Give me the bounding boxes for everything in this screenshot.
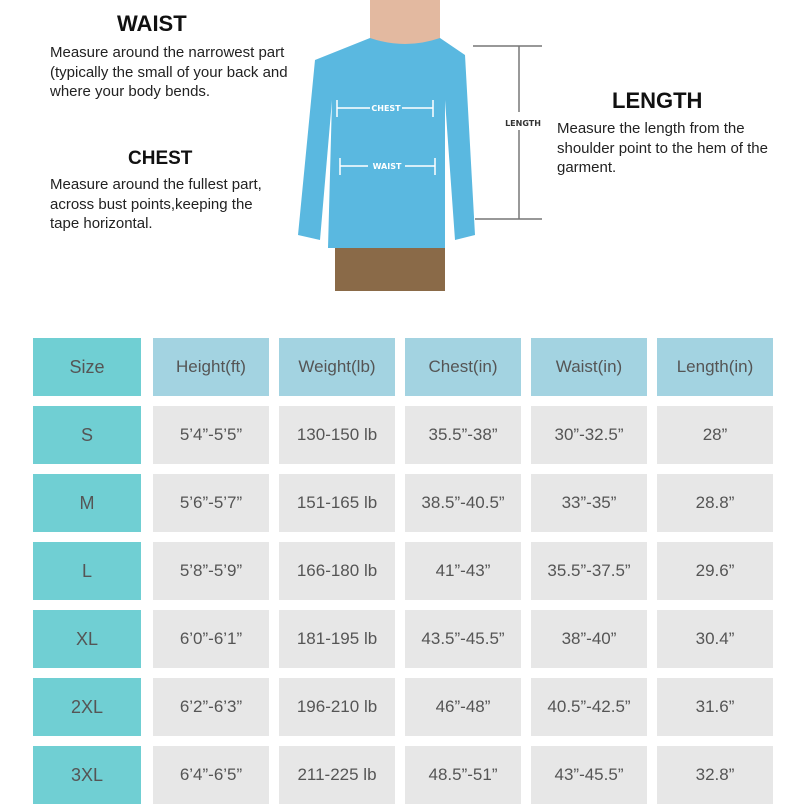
chest-measure-line [336, 100, 436, 175]
table-cell: 28” [657, 406, 773, 464]
length-label: LENGTH [505, 119, 541, 128]
table-cell: 6’0”-6’1” [153, 610, 269, 668]
table-cell: 166-180 lb [279, 542, 395, 600]
header-cell: Height(ft) [153, 338, 269, 396]
table-cell: 196-210 lb [279, 678, 395, 736]
table-cell: 130-150 lb [279, 406, 395, 464]
table-cell: 48.5”-51” [405, 746, 521, 804]
table-cell: 31.6” [657, 678, 773, 736]
model-head [370, 0, 440, 45]
shirt-shape [298, 38, 475, 248]
length-measure-line [473, 45, 542, 220]
size-cell: M [33, 474, 141, 532]
table-cell: 38”-40” [531, 610, 647, 668]
table-cell: 5’4”-5’5” [153, 406, 269, 464]
table-cell: 30.4” [657, 610, 773, 668]
table-cell: 6’2”-6’3” [153, 678, 269, 736]
table-cell: 5’8”-5’9” [153, 542, 269, 600]
table-cell: 43”-45.5” [531, 746, 647, 804]
size-cell: 2XL [33, 678, 141, 736]
table-cell: 46”-48” [405, 678, 521, 736]
shirt-model-image: CHEST WAIST LENGTH [298, 0, 542, 291]
table-cell: 151-165 lb [279, 474, 395, 532]
table-cell: 6’4”-6’5” [153, 746, 269, 804]
table-cell: 38.5”-40.5” [405, 474, 521, 532]
table-cell: 30”-32.5” [531, 406, 647, 464]
size-cell: S [33, 406, 141, 464]
length-title: LENGTH [612, 88, 703, 113]
table-cell: 32.8” [657, 746, 773, 804]
table-cell: 28.8” [657, 474, 773, 532]
waist-description: Measure around the narrowest part (typic… [50, 44, 288, 100]
table-cell: 181-195 lb [279, 610, 395, 668]
table-cell: 29.6” [657, 542, 773, 600]
chest-title: CHEST [128, 148, 193, 169]
table-cell: 5’6”-5’7” [153, 474, 269, 532]
size-cell: 3XL [33, 746, 141, 804]
header-cell: Length(in) [657, 338, 773, 396]
waist-title: WAIST [117, 11, 187, 36]
chest-label: CHEST [371, 104, 401, 113]
size-cell: XL [33, 610, 141, 668]
table-cell: 41”-43” [405, 542, 521, 600]
table-cell: 40.5”-42.5” [531, 678, 647, 736]
table-cell: 35.5”-38” [405, 406, 521, 464]
table-cell: 33”-35” [531, 474, 647, 532]
table-cell: 43.5”-45.5” [405, 610, 521, 668]
header-cell: Size [33, 338, 141, 396]
header-cell: Waist(in) [531, 338, 647, 396]
waist-label: WAIST [373, 162, 402, 171]
size-cell: L [33, 542, 141, 600]
chest-description: Measure around the fullest part, across … [50, 176, 262, 232]
table-cell: 35.5”-37.5” [531, 542, 647, 600]
model-shorts [335, 245, 445, 291]
length-description: Measure the length from the shoulder poi… [557, 120, 768, 176]
table-cell: 211-225 lb [279, 746, 395, 804]
header-cell: Weight(lb) [279, 338, 395, 396]
header-cell: Chest(in) [405, 338, 521, 396]
